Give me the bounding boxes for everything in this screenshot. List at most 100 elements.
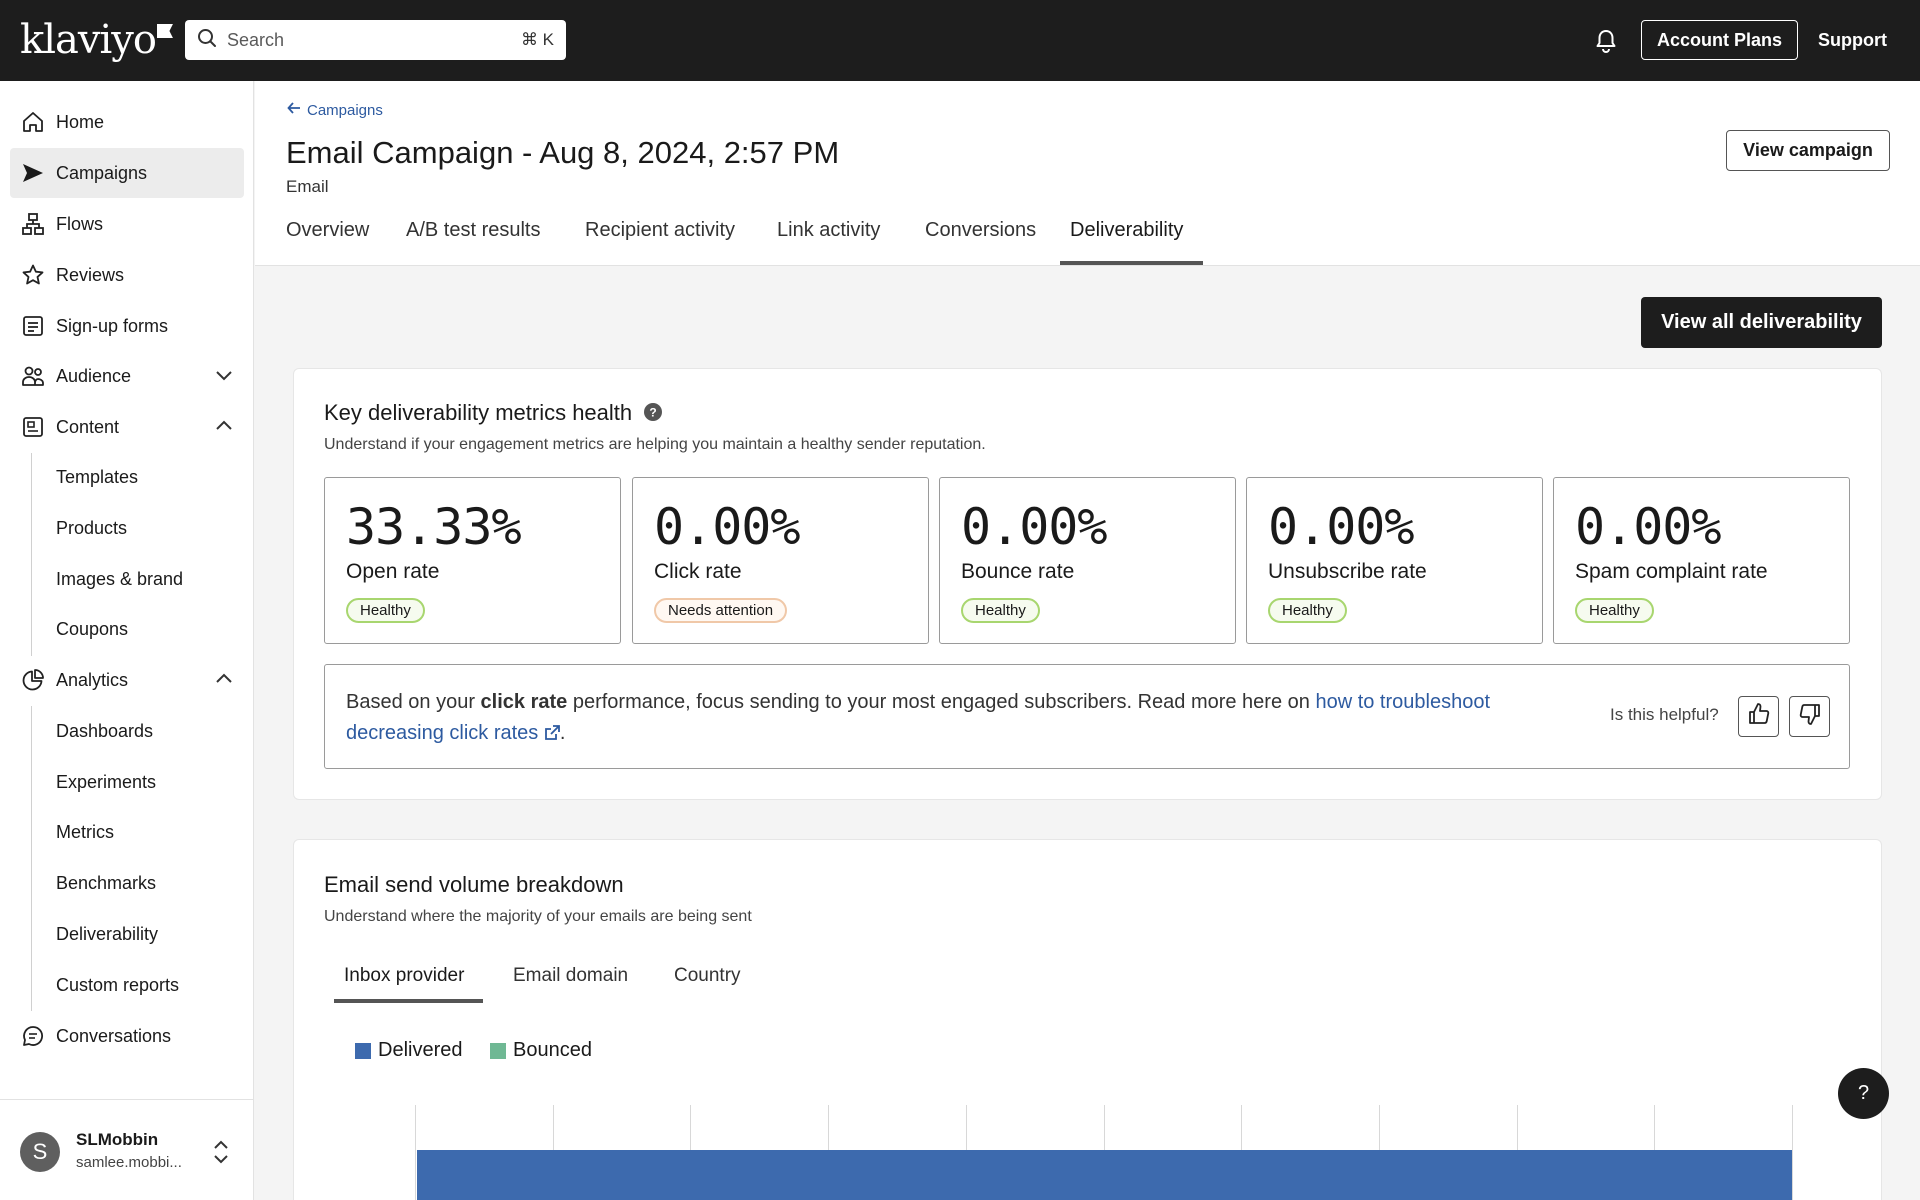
view-all-deliverability-button[interactable]: View all deliverability [1641,297,1882,348]
tab-email-domain[interactable]: Email domain [513,965,629,986]
sidebar-item-custom-reports[interactable]: Custom reports [56,975,180,995]
metric-card-click-rate: 0.00% Click rate Needs attention [632,477,929,644]
thumbs-up-button[interactable] [1738,696,1779,737]
chart-bar-delivered[interactable] [417,1150,1792,1200]
sidebar-item-coupons[interactable]: Coupons [56,619,129,639]
tab-country[interactable]: Country [674,965,741,986]
active-subtab-indicator [334,999,483,1003]
tab-link-activity[interactable]: Link activity [777,219,881,241]
klaviyo-logo[interactable]: klaviyo [20,18,173,62]
metric-card-unsubscribe-rate: 0.00% Unsubscribe rate Healthy [1246,477,1543,644]
thumbs-down-icon [1798,702,1822,731]
page-subtitle: Email [286,177,329,196]
page-title: Email Campaign - Aug 8, 2024, 2:57 PM [286,135,840,170]
metric-name: Unsubscribe rate [1268,560,1427,583]
sidebar-item-home[interactable]: Home [10,97,244,147]
content-sub-divider [31,453,32,656]
help-button[interactable]: ? [1838,1068,1889,1119]
sidebar-item-products[interactable]: Products [56,518,128,538]
sidebar-item-flows[interactable]: Flows [10,199,244,249]
tab-deliverability[interactable]: Deliverability [1070,219,1184,241]
tab-overview[interactable]: Overview [286,219,370,241]
user-name: SLMobbin [76,1130,159,1149]
status-badge: Healthy [1575,598,1654,623]
sidebar-item-dashboards[interactable]: Dashboards [56,721,154,741]
sidebar-item-conversations[interactable]: Conversations [10,1011,244,1061]
thumbs-up-icon [1747,702,1771,731]
chevron-up-down-icon[interactable] [211,1138,231,1171]
tab-ab-test-results[interactable]: A/B test results [406,219,541,241]
legend-delivered[interactable]: Delivered [355,1039,462,1062]
metric-card-open-rate: 33.33% Open rate Healthy [324,477,621,644]
chevron-up-icon[interactable] [214,669,234,694]
sidebar-item-content[interactable]: Content [10,402,244,452]
audience-icon [20,363,46,389]
analytics-icon [20,667,46,693]
send-icon [20,160,46,186]
analytics-sub-divider [31,706,32,1011]
sidebar-item-audience[interactable]: Audience [10,351,244,401]
home-icon [20,109,46,135]
sidebar-item-deliverability[interactable]: Deliverability [56,924,159,944]
legend-bounced[interactable]: Bounced [490,1039,592,1062]
legend-swatch [355,1042,371,1059]
thumbs-down-button[interactable] [1789,696,1830,737]
metric-value: 0.00% [1268,498,1415,556]
sidebar: Home Campaigns Flows Reviews Sign-up for… [0,81,254,1200]
metric-card-spam-complaint-rate: 0.00% Spam complaint rate Healthy [1553,477,1850,644]
status-badge: Needs attention [654,598,788,623]
sidebar-item-metrics[interactable]: Metrics [56,822,114,842]
metric-value: 0.00% [961,498,1108,556]
sidebar-item-analytics[interactable]: Analytics [10,655,244,705]
tab-inbox-provider[interactable]: Inbox provider [344,965,465,986]
breadcrumb[interactable]: Campaigns [287,101,383,119]
search-placeholder: Search [227,29,285,50]
view-campaign-button[interactable]: View campaign [1726,130,1890,171]
sidebar-item-reviews[interactable]: Reviews [10,250,244,300]
volume-card-title: Email send volume breakdown [324,872,624,897]
sidebar-item-sign-up-forms[interactable]: Sign-up forms [10,301,244,351]
breadcrumb-campaigns[interactable]: Campaigns [307,101,383,119]
metric-card-bounce-rate: 0.00% Bounce rate Healthy [939,477,1236,644]
metric-value: 0.00% [1575,498,1722,556]
avatar: S [20,1132,60,1172]
status-badge: Healthy [346,598,425,623]
sidebar-item-campaigns[interactable]: Campaigns [10,148,244,198]
advice-box: Based on your click rate performance, fo… [324,664,1850,769]
active-tab-indicator [1060,261,1203,265]
metric-name: Click rate [654,560,742,583]
metric-name: Bounce rate [961,560,1075,583]
form-icon [20,313,46,339]
send-volume-card [293,839,1882,1200]
search-shortcut: ⌘ K [520,30,554,49]
page-header: Campaigns Email Campaign - Aug 8, 2024, … [255,81,1920,266]
tab-conversions[interactable]: Conversions [925,219,1037,241]
status-badge: Healthy [961,598,1040,623]
sidebar-item-experiments[interactable]: Experiments [56,772,157,792]
sidebar-item-benchmarks[interactable]: Benchmarks [56,873,157,893]
chart-gridline [1792,1105,1793,1200]
sidebar-item-images-brand[interactable]: Images & brand [56,569,184,589]
top-bar: klaviyo Search ⌘ K Account Plans Support [0,0,1920,81]
bell-icon[interactable] [1594,28,1618,59]
external-link-icon [544,720,560,751]
tab-recipient-activity[interactable]: Recipient activity [585,219,736,241]
support-link[interactable]: Support [1818,30,1887,50]
metric-value: 0.00% [654,498,801,556]
chevron-down-icon[interactable] [214,365,234,390]
arrow-left-icon [287,101,301,119]
chat-icon [20,1023,46,1049]
volume-card-description: Understand where the majority of your em… [324,908,752,925]
status-badge: Healthy [1268,598,1347,623]
account-plans-button[interactable]: Account Plans [1641,20,1798,60]
health-card-description: Understand if your engagement metrics ar… [324,436,986,453]
search-input[interactable]: Search ⌘ K [185,20,566,60]
sidebar-item-templates[interactable]: Templates [56,467,139,487]
help-circle-icon[interactable]: ? [644,401,663,427]
troubleshoot-link[interactable]: how to troubleshoot decreasing click rat… [346,691,1490,744]
metric-name: Open rate [346,560,440,583]
chart-gridline [415,1105,416,1200]
chevron-up-icon[interactable] [214,416,234,441]
helpful-prompt: Is this helpful? [1610,705,1719,724]
user-menu[interactable]: S SLMobbin samlee.mobbi... [0,1099,254,1200]
